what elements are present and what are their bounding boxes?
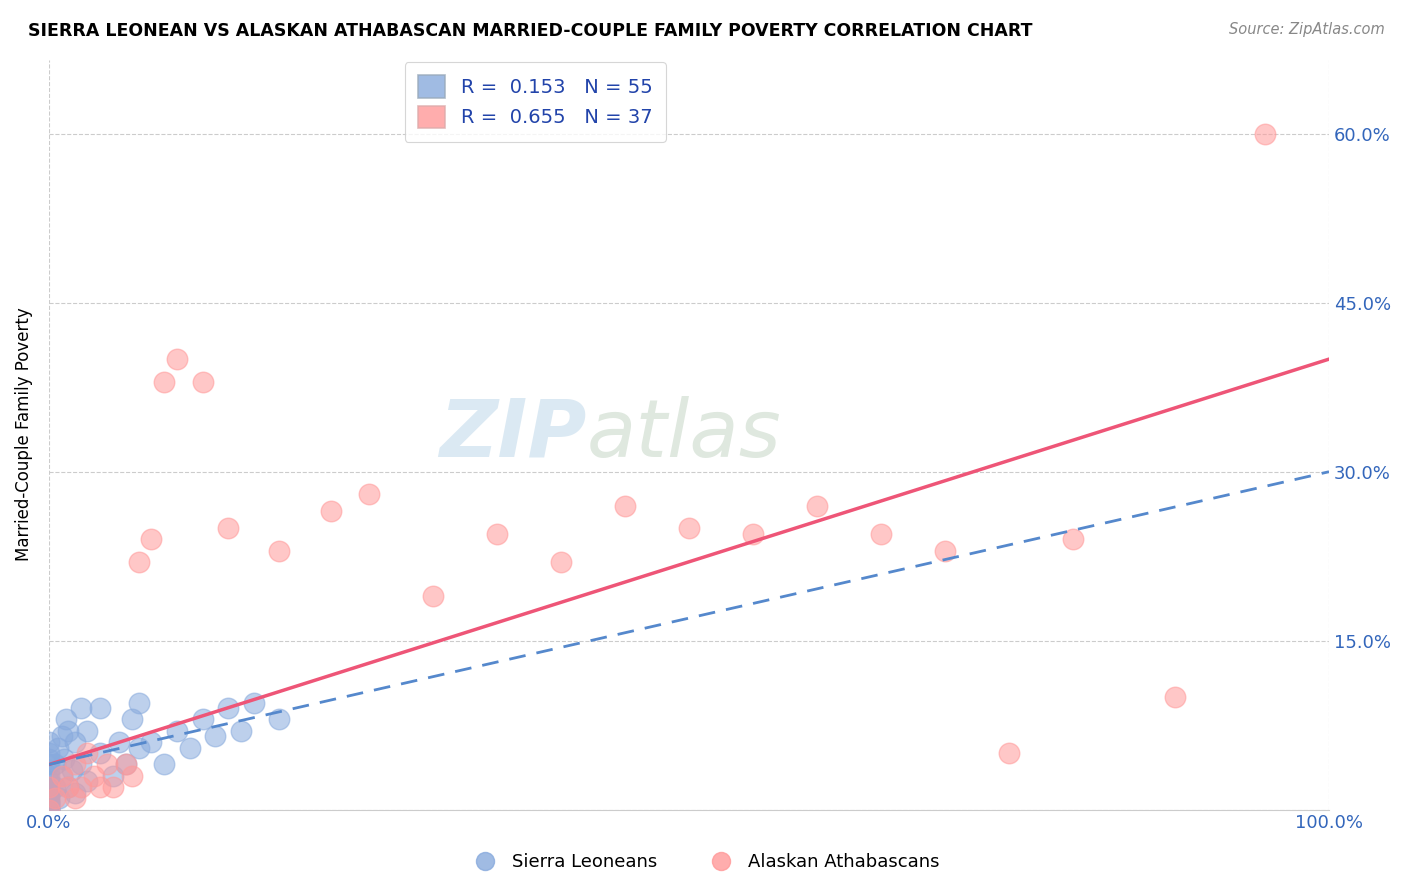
Point [63,757,86,772]
Point [38,769,60,783]
Point [614,499,637,513]
Point [46,740,69,755]
Point [166,352,188,367]
Point [121,769,143,783]
Point [153,375,176,389]
Point [678,521,700,535]
Point [63,735,86,749]
Point [166,723,188,738]
Text: ZIP: ZIP [439,395,586,474]
Point [191,713,214,727]
Text: atlas: atlas [586,395,782,474]
Point [1254,127,1277,141]
Point [70,701,93,715]
Point [70,757,93,772]
Point [38,774,60,789]
Point [128,555,150,569]
Y-axis label: Married-Couple Family Poverty: Married-Couple Family Poverty [15,308,32,561]
Point [44,780,66,794]
Legend: R =  0.153   N = 55, R =  0.655   N = 37: R = 0.153 N = 55, R = 0.655 N = 37 [405,62,666,142]
Point [38,782,60,797]
Point [114,757,136,772]
Point [998,746,1021,760]
Point [38,746,60,760]
Point [51,769,73,783]
Point [101,769,124,783]
Point [1164,690,1187,704]
Point [76,723,98,738]
Point [128,740,150,755]
Point [217,521,239,535]
Point [70,780,93,794]
Point [217,701,239,715]
Point [38,791,60,805]
Point [204,730,226,744]
Point [89,746,111,760]
Point [934,543,956,558]
Legend: Sierra Leoneans, Alaskan Athabascans: Sierra Leoneans, Alaskan Athabascans [460,847,946,879]
Point [83,769,105,783]
Point [63,791,86,805]
Point [48,791,70,805]
Point [55,713,77,727]
Point [38,763,60,777]
Point [485,526,508,541]
Point [56,723,79,738]
Point [357,487,380,501]
Point [114,757,136,772]
Point [38,786,60,800]
Point [38,803,60,817]
Point [38,795,60,809]
Point [1062,533,1084,547]
Point [38,798,60,813]
Point [56,780,79,794]
Point [56,780,79,794]
Point [38,793,60,807]
Point [38,780,60,794]
Text: Source: ZipAtlas.com: Source: ZipAtlas.com [1229,22,1385,37]
Point [38,797,60,811]
Point [89,780,111,794]
Point [53,752,76,766]
Point [269,713,291,727]
Point [128,696,150,710]
Point [63,786,86,800]
Point [76,774,98,789]
Point [141,735,163,749]
Point [806,499,828,513]
Point [38,803,60,817]
Point [38,752,60,766]
Point [38,757,60,772]
Text: SIERRA LEONEAN VS ALASKAN ATHABASCAN MARRIED-COUPLE FAMILY POVERTY CORRELATION C: SIERRA LEONEAN VS ALASKAN ATHABASCAN MAR… [28,22,1032,40]
Point [51,769,73,783]
Point [38,800,60,814]
Point [153,757,176,772]
Point [38,780,60,794]
Point [38,735,60,749]
Point [96,757,118,772]
Point [108,735,131,749]
Point [38,803,60,817]
Point [44,791,66,805]
Point [319,504,342,518]
Point [101,780,124,794]
Point [550,555,572,569]
Point [242,696,264,710]
Point [141,533,163,547]
Point [89,701,111,715]
Point [191,375,214,389]
Point [422,589,444,603]
Point [269,543,291,558]
Point [229,723,252,738]
Point [44,757,66,772]
Point [38,789,60,803]
Point [179,740,201,755]
Point [38,803,60,817]
Point [742,526,765,541]
Point [60,763,83,777]
Point [51,730,73,744]
Point [76,746,98,760]
Point [870,526,893,541]
Point [121,713,143,727]
